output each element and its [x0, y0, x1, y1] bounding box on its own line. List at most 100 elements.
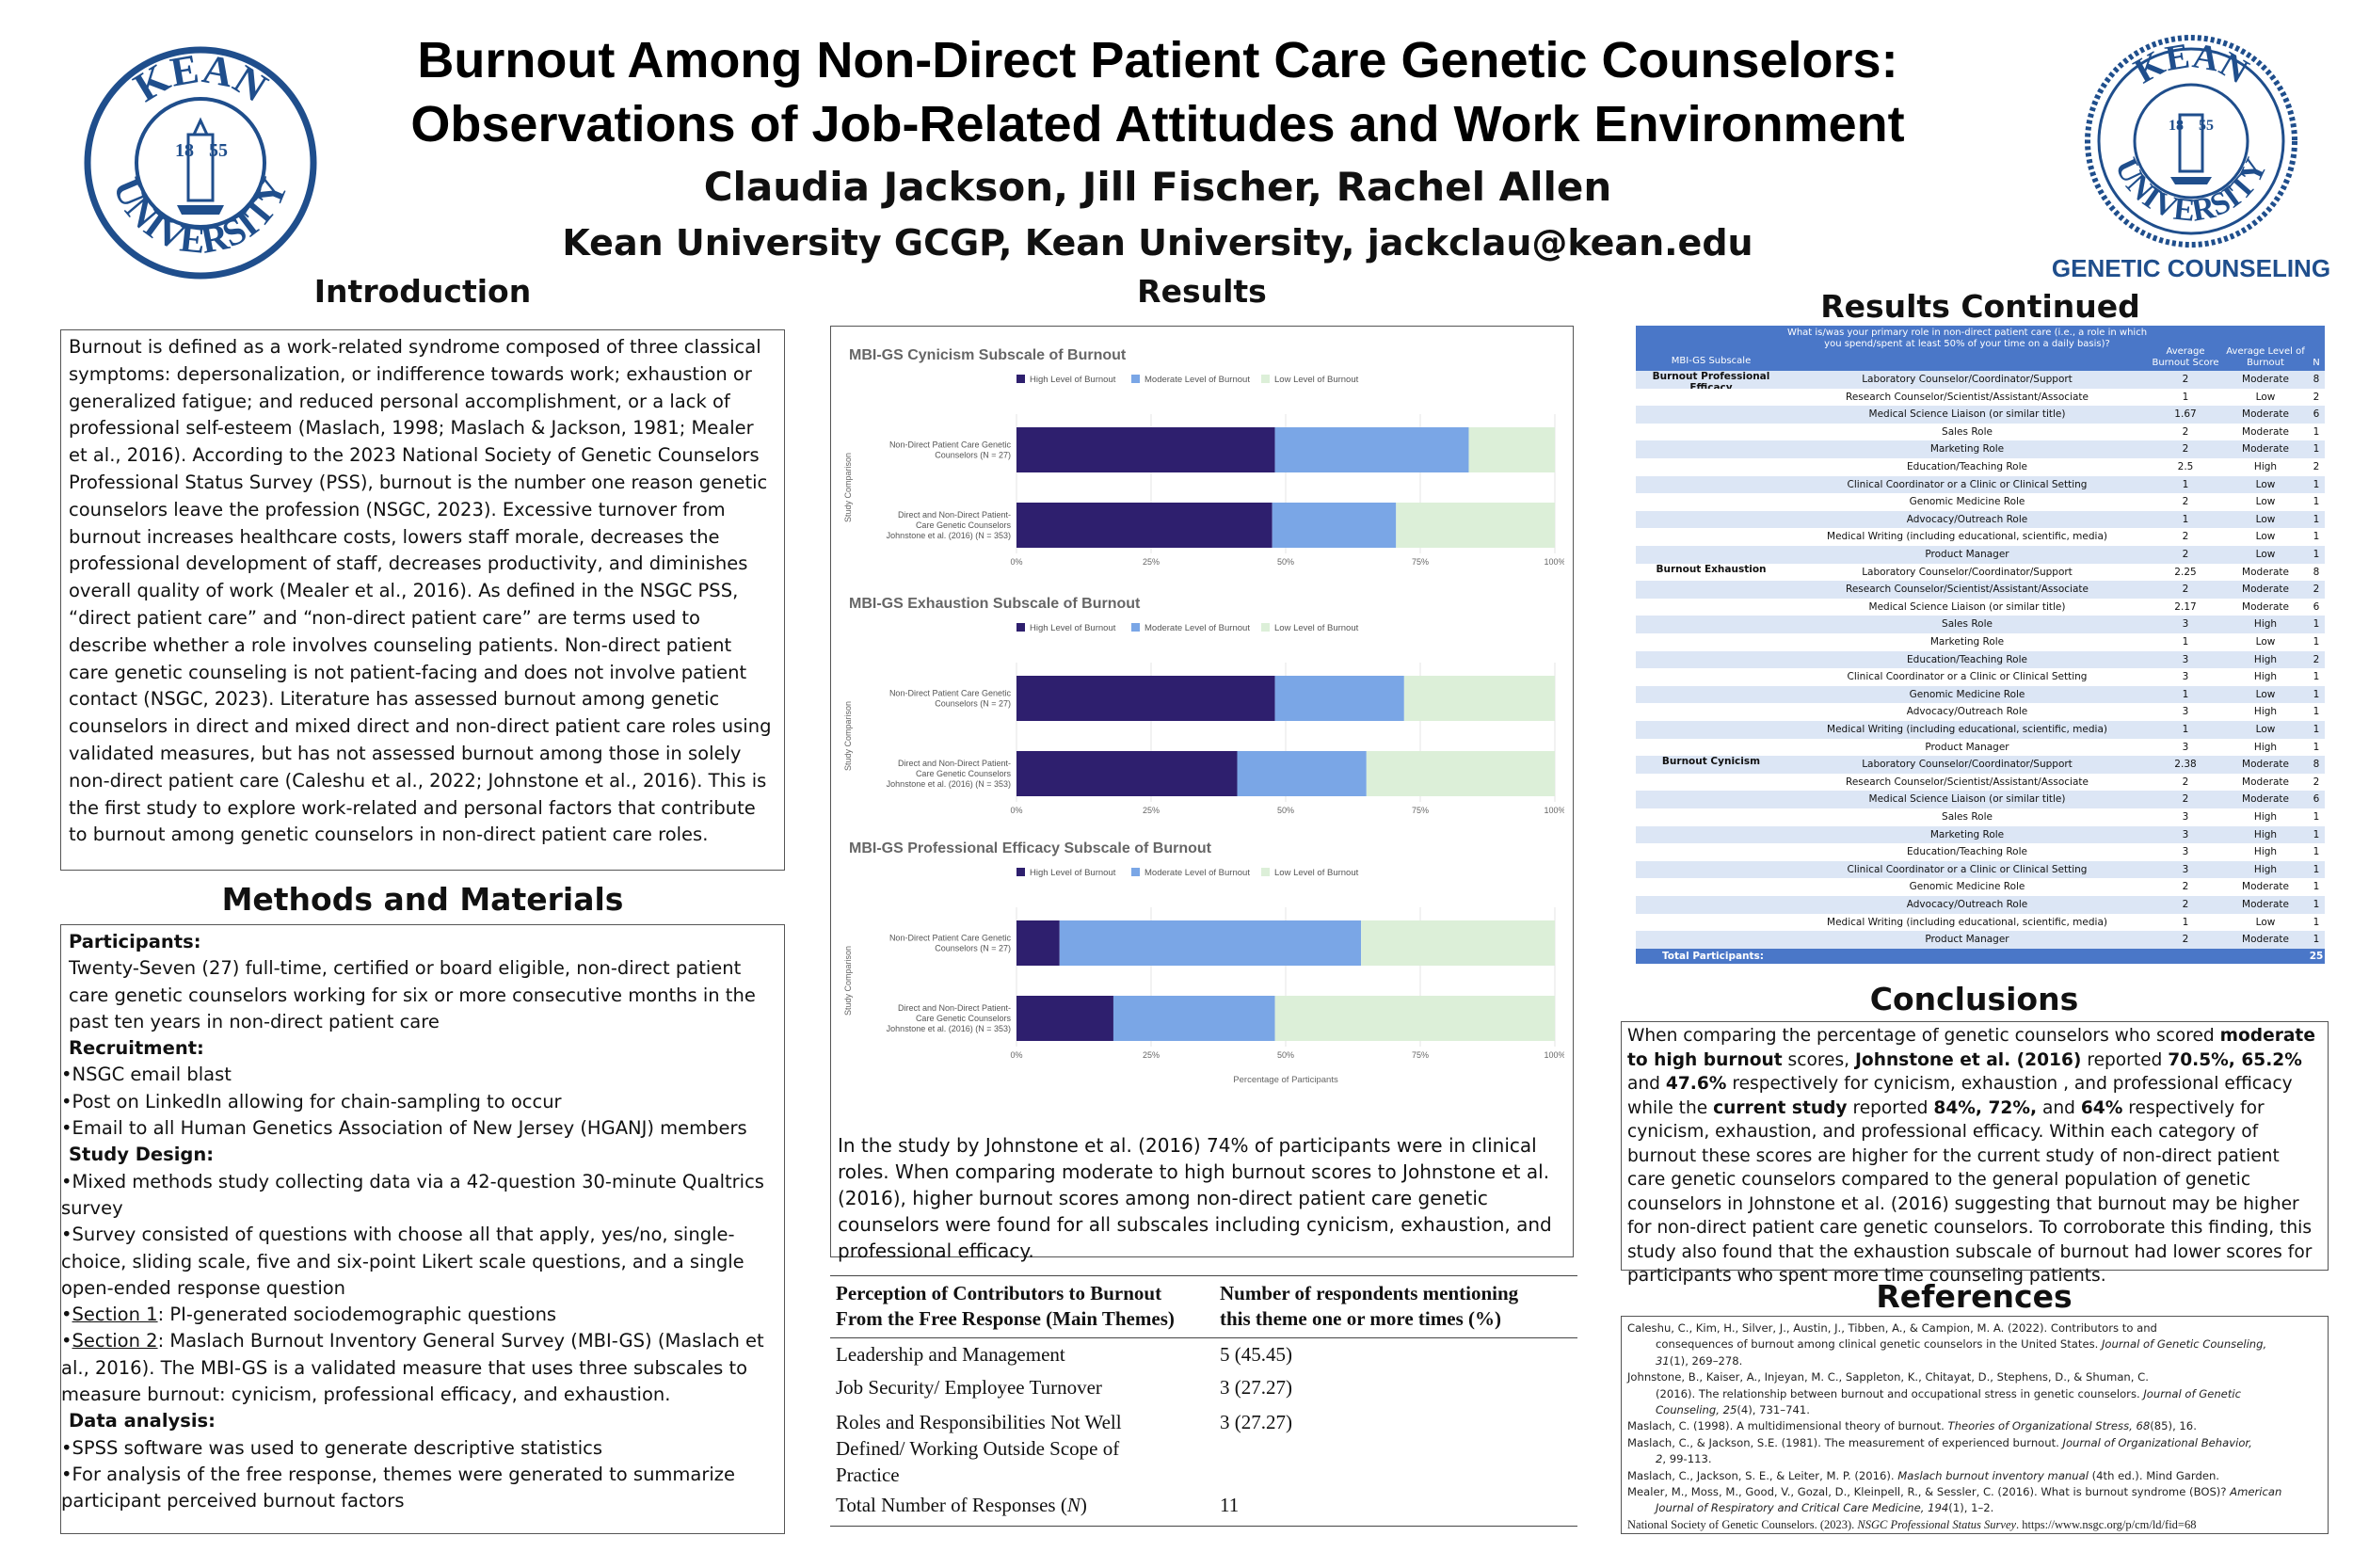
logo-right-text-bottom: UNIVERSITY — [2108, 152, 2275, 228]
rc-role-cell: Medical Writing (including educational, … — [1827, 531, 2107, 543]
rc-n-cell: 6 — [2313, 600, 2320, 613]
legend-swatch — [1261, 868, 1270, 876]
rc-level-cell: Low — [2255, 549, 2276, 560]
rc-n-cell: 1 — [2313, 828, 2320, 840]
analysis-item: •SPSS software was used to generate desc… — [61, 1436, 602, 1459]
x-tick-label: 25% — [1143, 557, 1160, 567]
rc-n-cell: 6 — [2313, 793, 2320, 806]
rc-role-cell: Medical Science Liaison (or similar titl… — [1868, 793, 2066, 806]
rc-level-cell: Low — [2255, 916, 2276, 928]
rc-level-cell: High — [2253, 671, 2278, 683]
design-item: •Mixed methods study collecting data via… — [61, 1170, 764, 1219]
reference-item: Maslach, C., & Jackson, S.E. (1981). The… — [1627, 1435, 2252, 1449]
rc-score-cell: 2.38 — [2174, 759, 2197, 771]
table-row: Burnout Professional EfficacyLaboratory … — [1636, 371, 2325, 393]
rc-subscale-label: Burnout Cynicism — [1661, 756, 1761, 768]
methods-content: Participants: Twenty-Seven (27) full-tim… — [61, 929, 776, 1515]
themes-table-bottom-rule — [830, 1526, 1577, 1527]
table-row: Education/Teaching Role 3 High 2 — [1636, 650, 2325, 669]
rc-n-cell: 1 — [2313, 688, 2320, 700]
bar-segment — [1016, 996, 1113, 1041]
logo-right-year-a: 18 — [2169, 118, 2184, 134]
rc-score-cell: 1 — [2182, 513, 2189, 525]
x-tick-label: 25% — [1143, 806, 1160, 815]
rc-score-cell: 3 — [2182, 741, 2189, 753]
x-tick-label: 100% — [1544, 806, 1564, 815]
table-row: Burnout Cynicism Laboratory Counselor/Coo… — [1636, 756, 2325, 774]
rc-score-cell: 2 — [2182, 425, 2189, 438]
recruitment-heading: Recruitment: — [69, 1037, 204, 1060]
rc-role-cell: Advocacy/Outreach Role — [1906, 706, 2028, 718]
svg-text:KEAN: KEAN — [126, 45, 276, 111]
themes-table-header-col2: Number of respondents mentioning this the… — [1220, 1282, 1519, 1330]
references-list: Caleshu, C., Kim, H., Silver, J., Austin… — [1627, 1320, 2322, 1533]
reference-item: Maslach, C., Jackson, S. E., & Leiter, M… — [1627, 1468, 2219, 1482]
rc-n-cell: 1 — [2313, 513, 2320, 525]
rc-role-cell: Sales Role — [1942, 618, 1993, 631]
legend-swatch — [1131, 868, 1140, 876]
table-row: Sales Role 3 High 1 — [1636, 616, 2325, 633]
rc-n-cell: 1 — [2313, 863, 2320, 875]
participants-text: Twenty-Seven (27) full-time, certified o… — [69, 957, 756, 1032]
poster-title-line-2: Observations of Job-Related Attitudes an… — [410, 96, 1905, 152]
conclusions-box: When comparing the percentage of genetic… — [1621, 1021, 2329, 1286]
bar-segment — [1274, 676, 1404, 721]
rc-role-cell: Research Counselor/Scientist/Assistant/A… — [1846, 584, 2089, 596]
category-label: Direct and Non-Direct Patient-Care Genet… — [887, 759, 1012, 789]
rc-score-cell: 3 — [2182, 653, 2189, 665]
table-row: Product Manager 2 Low 1 — [1636, 546, 2325, 564]
legend-swatch — [1131, 623, 1140, 632]
themes-table-header-rule — [830, 1337, 1577, 1338]
rc-n-cell: 1 — [2313, 425, 2320, 438]
rc-level-cell: High — [2253, 846, 2278, 858]
legend-label: Moderate Level of Burnout — [1144, 868, 1250, 878]
rc-n-cell: 8 — [2313, 566, 2320, 578]
bar-segment — [1016, 751, 1238, 796]
analysis-heading: Data analysis: — [69, 1410, 216, 1432]
design-heading: Study Design: — [69, 1144, 215, 1166]
table-row: Education/Teaching Role 2.5 High 2 — [1636, 458, 2325, 476]
rc-score-cell: 1.67 — [2174, 408, 2197, 421]
rc-n-cell: 1 — [2313, 811, 2320, 823]
chart-professional-efficacy-svg: MBI-GS Professional Efficacy Subscale of… — [843, 840, 1564, 1085]
rc-role-cell: Medical Writing (including educational, … — [1827, 916, 2107, 928]
logo-right: KEAN UNIVERSITY 18 55 GENETIC COUNSELING — [2052, 28, 2330, 282]
rc-n-cell: 1 — [2313, 549, 2320, 560]
rc-header-n: N — [2313, 358, 2320, 368]
rc-score-cell: 2 — [2182, 881, 2189, 893]
rc-score-cell: 1 — [2182, 688, 2189, 700]
rc-total-value: 25 — [2309, 950, 2324, 962]
category-label: Direct and Non-Direct Patient-Care Genet… — [887, 510, 1012, 540]
conclusions-heading: Conclusions — [1869, 981, 2079, 1017]
methods-box: Participants: Twenty-Seven (27) full-tim… — [60, 924, 785, 1534]
rc-role-cell: Marketing Role — [1929, 828, 2005, 840]
rc-level-cell: High — [2253, 618, 2278, 631]
legend-label: High Level of Burnout — [1030, 868, 1116, 878]
rc-level-cell: Moderate — [2242, 443, 2289, 456]
chart-ylabel: Study Comparison — [843, 701, 853, 771]
rc-score-cell: 2 — [2182, 443, 2189, 456]
chart-ylabel: Study Comparison — [843, 946, 853, 1016]
table-row: Medical Science Liaison (or similar titl… — [1636, 598, 2325, 616]
rc-n-cell: 1 — [2313, 496, 2320, 508]
bar-segment — [1274, 996, 1555, 1041]
reference-item: Mealer, M., Moss, M., Good, V., Gozal, D… — [1627, 1485, 2282, 1499]
methods-heading: Methods and Materials — [221, 881, 624, 918]
svg-text:UNIVERSITY: UNIVERSITY — [2108, 152, 2275, 228]
bar-segment — [1016, 427, 1275, 472]
rc-role-cell: Research Counselor/Scientist/Assistant/A… — [1846, 391, 2089, 403]
rc-score-cell: 3 — [2182, 846, 2189, 858]
legend-swatch — [1016, 623, 1025, 632]
table-row: Medical Writing (including educational, … — [1636, 913, 2325, 932]
reference-item-cont: Journal of Respiratory and Critical Care… — [1656, 1501, 1994, 1515]
rc-level-cell: Moderate — [2242, 408, 2289, 421]
rc-n-cell: 1 — [2313, 443, 2320, 456]
rc-score-cell: 1 — [2182, 916, 2189, 928]
rc-role-cell: Research Counselor/Scientist/Assistant/A… — [1846, 776, 2089, 788]
rc-level-cell: Moderate — [2242, 793, 2289, 806]
participants-heading: Participants: — [69, 931, 201, 952]
rc-role-cell: Medical Science Liaison (or similar titl… — [1868, 600, 2066, 613]
legend-swatch — [1261, 375, 1270, 383]
rc-n-cell: 1 — [2313, 706, 2320, 718]
rc-n-cell: 1 — [2313, 899, 2320, 910]
